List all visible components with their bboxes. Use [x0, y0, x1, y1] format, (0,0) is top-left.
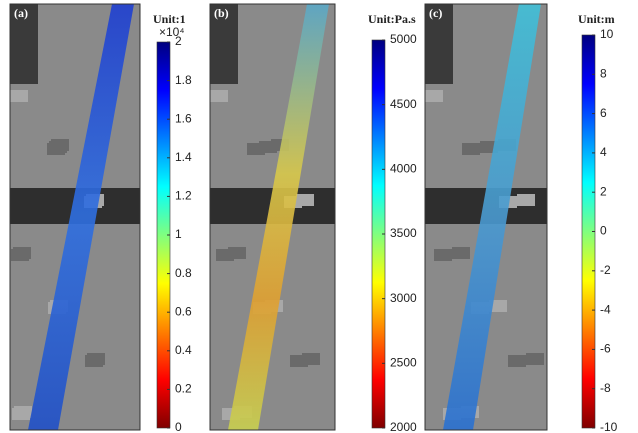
- panel-label: (a): [14, 6, 28, 20]
- field-block: [517, 194, 535, 206]
- colorbar-tick-label: 2000: [390, 420, 417, 433]
- colorbar-tick-label: 8: [600, 66, 607, 80]
- field-block: [462, 143, 480, 155]
- colorbar-tick-label: 0.4: [175, 343, 192, 357]
- colorbar-tick-label: 0: [600, 224, 607, 238]
- panel-label: (c): [429, 6, 442, 20]
- colorbar-title: Unit:m: [578, 12, 615, 26]
- field-block: [228, 247, 246, 259]
- colorbar-tick-label: 2: [600, 184, 607, 198]
- colorbar-tick-label: -8: [600, 381, 611, 395]
- field-block: [434, 249, 452, 261]
- colorbar-tick-label: 4000: [390, 162, 417, 176]
- field-block: [87, 353, 105, 365]
- field-block: [14, 406, 32, 418]
- field-block: [526, 353, 544, 365]
- colorbar-title: Unit:Pa.s: [368, 12, 416, 26]
- figure: (a)Unit:1×10⁴00.20.40.60.811.21.41.61.82…: [0, 0, 638, 433]
- colorbar-tick-label: 1: [175, 227, 182, 241]
- colorbar-tick-label: -6: [600, 342, 611, 356]
- field-block: [10, 90, 28, 102]
- colorbar-tick-label: 4500: [390, 97, 417, 111]
- colorbar-tick-label: 0: [175, 420, 182, 433]
- field-block: [13, 247, 31, 259]
- field-block: [296, 194, 314, 206]
- colorbar-tick-label: 3500: [390, 226, 417, 240]
- field-block: [51, 139, 69, 151]
- colorbar-tick-label: 2500: [390, 356, 417, 370]
- colorbar-tick-label: 0.6: [175, 304, 192, 318]
- colorbar-tick-label: 1.2: [175, 189, 192, 203]
- colorbar-tick-label: 2: [175, 34, 182, 48]
- colorbar-tick-label: 1.6: [175, 111, 192, 125]
- colorbar-tick-label: 1.4: [175, 150, 192, 164]
- field-block: [425, 90, 443, 102]
- field-block: [452, 247, 470, 259]
- panel-label: (b): [214, 6, 229, 20]
- colorbar-tick-label: 3000: [390, 291, 417, 305]
- field-block: [210, 90, 228, 102]
- colorbar-tick-label: 4: [600, 145, 607, 159]
- colorbar-tick-label: -10: [600, 420, 618, 433]
- field-block: [302, 353, 320, 365]
- colorbar-tick-label: 0.2: [175, 382, 192, 396]
- colorbar-tick-label: -4: [600, 302, 611, 316]
- colorbar-tick-label: 5000: [390, 32, 417, 46]
- colorbar-tick-label: 1.8: [175, 73, 192, 87]
- colorbar-tick-label: 0.8: [175, 266, 192, 280]
- colorbar-tick-label: 10: [600, 27, 614, 41]
- colorbar-title: Unit:1: [153, 12, 186, 26]
- field-block: [508, 355, 526, 367]
- colorbar-tick-label: 6: [600, 106, 607, 120]
- colorbar-tick-label: -2: [600, 263, 611, 277]
- page: {"chart_data": [ {"type": "map", "panel_…: [0, 0, 638, 433]
